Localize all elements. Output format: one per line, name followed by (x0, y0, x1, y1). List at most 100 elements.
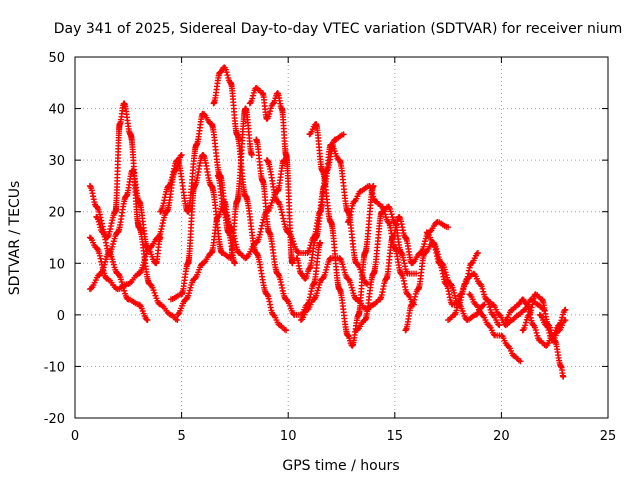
data-point (388, 211, 395, 218)
data-point (522, 319, 529, 326)
data-point (348, 284, 355, 291)
tick-labels: 0 5 10 15 20 25 -20 -10 0 10 20 30 40 50 (44, 51, 617, 444)
data-point (109, 243, 116, 250)
data-point (473, 250, 480, 257)
data-point (174, 317, 181, 324)
data-point (136, 270, 143, 277)
data-point (562, 306, 569, 313)
data-point (290, 238, 297, 245)
data-point (474, 249, 481, 256)
y-tick-label: 40 (48, 103, 65, 118)
data-point (450, 287, 457, 294)
series-group (306, 121, 377, 349)
series-group (214, 157, 287, 262)
data-point (152, 292, 159, 299)
data-point (223, 213, 230, 220)
data-point (495, 321, 502, 328)
data-point (479, 285, 486, 292)
chart-title: Day 341 of 2025, Sidereal Day-to-day VTE… (54, 21, 623, 37)
data-point (223, 69, 230, 76)
y-tick-label: 50 (48, 51, 65, 66)
data-point (412, 293, 419, 300)
data-point (422, 238, 429, 245)
data-point (256, 231, 263, 238)
data-point (157, 234, 164, 241)
data-point (340, 131, 347, 138)
data-point (486, 304, 493, 311)
data-point (101, 261, 108, 268)
data-point (522, 322, 529, 329)
data-point (533, 329, 540, 336)
data-point (562, 317, 569, 324)
data-point (490, 331, 497, 338)
series-group (93, 213, 151, 324)
series-group (536, 311, 569, 344)
data-point (100, 264, 107, 271)
data-point (96, 252, 103, 259)
data-point (150, 287, 157, 294)
data-point (322, 269, 329, 276)
data-point (289, 235, 296, 242)
data-point (313, 290, 320, 297)
data-point (266, 110, 273, 117)
y-tick-label: -10 (44, 360, 65, 375)
data-point (267, 108, 274, 115)
data-point (248, 151, 255, 158)
data-point (317, 239, 324, 246)
series-group (293, 141, 371, 287)
data-point (109, 241, 116, 248)
data-point (420, 243, 427, 250)
data-point (517, 358, 524, 365)
data-point (140, 259, 147, 266)
data-point (421, 241, 428, 248)
y-tick-label: 10 (48, 257, 65, 272)
data-point (349, 287, 356, 294)
data-point (461, 283, 468, 290)
data-point (109, 258, 116, 265)
y-tick-label: -20 (44, 412, 65, 427)
series-group (167, 105, 255, 303)
data-point (291, 241, 298, 248)
data-point (411, 296, 418, 303)
data-marks (86, 64, 569, 380)
data-point (257, 228, 264, 235)
data-point (314, 287, 321, 294)
data-point (97, 255, 104, 262)
series-group (297, 255, 377, 324)
data-point (120, 284, 127, 291)
data-point (364, 280, 371, 287)
data-point (151, 289, 158, 296)
data-point (102, 258, 109, 265)
x-tick-label: 10 (280, 429, 297, 444)
data-point (341, 266, 348, 273)
data-point (451, 292, 458, 299)
data-point (340, 264, 347, 271)
data-point (339, 261, 346, 268)
data-point (140, 262, 147, 269)
y-tick-label: 20 (48, 206, 65, 221)
y-tick-label: 30 (48, 154, 65, 169)
data-point (347, 281, 354, 288)
series-group (210, 64, 290, 334)
data-point (267, 202, 274, 209)
data-point (118, 279, 125, 286)
data-point (559, 314, 566, 321)
data-point (258, 222, 265, 229)
x-axis-label: GPS time / hours (282, 458, 399, 474)
data-point (323, 266, 330, 273)
data-point (249, 95, 256, 102)
series-group (246, 84, 296, 267)
data-point (186, 287, 193, 294)
data-point (315, 284, 322, 291)
data-point (445, 224, 452, 231)
data-point (561, 317, 568, 324)
x-tick-label: 25 (600, 429, 617, 444)
data-point (278, 206, 285, 213)
data-point (546, 329, 553, 336)
series-group (174, 198, 234, 318)
data-point (119, 282, 126, 289)
series-group (466, 291, 524, 365)
plot-frame (74, 56, 609, 419)
data-point (224, 216, 231, 223)
